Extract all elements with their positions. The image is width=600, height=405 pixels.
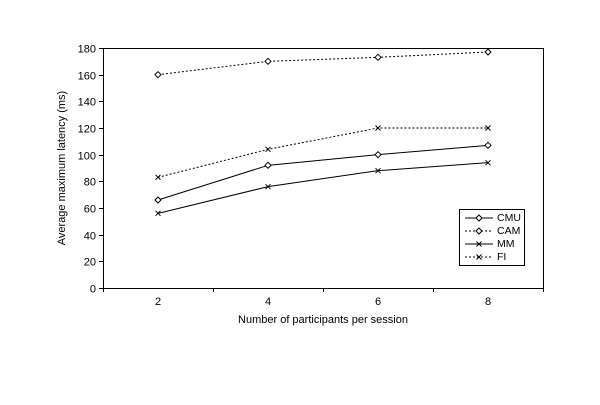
legend-item-MM: MM bbox=[464, 238, 524, 250]
diamond-marker bbox=[475, 227, 483, 235]
diamond-marker bbox=[154, 196, 162, 204]
series-CAM bbox=[154, 48, 492, 79]
y-tick-label-160: 160 bbox=[78, 71, 96, 83]
series-line-MM bbox=[157, 162, 489, 214]
x-axis-title: Number of participants per session bbox=[238, 314, 408, 326]
x-marker bbox=[265, 146, 271, 153]
y-tick-label-140: 140 bbox=[78, 97, 96, 109]
diamond-marker bbox=[374, 53, 382, 62]
diamond-marker bbox=[484, 141, 492, 150]
x-tick-label-8: 8 bbox=[485, 296, 491, 308]
series-line-CMU bbox=[157, 144, 489, 201]
legend-item-FI: FI bbox=[464, 251, 524, 263]
x-marker bbox=[375, 167, 381, 174]
chart-legend: CMU CAM MM FI bbox=[459, 209, 525, 266]
x-tick-label-4: 4 bbox=[265, 296, 271, 308]
x-marker bbox=[375, 125, 381, 131]
x-marker bbox=[485, 159, 491, 166]
legend-sample-FI bbox=[465, 253, 493, 260]
legend-sample-MM bbox=[465, 241, 493, 247]
y-tick-label-180: 180 bbox=[78, 44, 96, 56]
legend-label: CMU bbox=[497, 212, 521, 225]
x-marker bbox=[476, 253, 482, 260]
x-tick-label-2: 2 bbox=[155, 296, 161, 308]
legend-sample-CMU bbox=[465, 214, 493, 223]
y-tick-label-0: 0 bbox=[90, 284, 96, 296]
x-tick-label-6: 6 bbox=[375, 296, 381, 308]
y-tick-label-60: 60 bbox=[84, 204, 96, 216]
series-line-FI bbox=[157, 127, 488, 178]
legend-item-CMU: CMU bbox=[464, 212, 524, 224]
x-marker bbox=[476, 241, 482, 247]
diamond-marker bbox=[475, 214, 483, 223]
legend-sample-CAM bbox=[465, 227, 493, 235]
series-CMU bbox=[154, 141, 492, 204]
y-tick-label-100: 100 bbox=[78, 151, 96, 163]
diamond-marker bbox=[484, 48, 492, 56]
y-axis-title: Average maximum latency (ms) bbox=[56, 90, 68, 246]
y-tick-label-80: 80 bbox=[84, 177, 96, 189]
series-FI bbox=[155, 125, 491, 181]
diamond-marker bbox=[154, 70, 162, 79]
x-marker bbox=[155, 174, 161, 181]
legend-label: FI bbox=[497, 250, 507, 263]
legend-label: MM bbox=[497, 237, 515, 250]
x-marker bbox=[485, 125, 491, 131]
y-tick-label-120: 120 bbox=[78, 124, 96, 136]
diamond-marker bbox=[374, 150, 382, 159]
x-marker bbox=[155, 210, 161, 217]
legend-label: CAM bbox=[497, 225, 521, 238]
diamond-marker bbox=[264, 57, 272, 66]
legend-item-CAM: CAM bbox=[464, 225, 524, 237]
x-marker bbox=[265, 183, 271, 190]
series-line-CAM bbox=[157, 51, 489, 76]
y-tick-label-40: 40 bbox=[84, 231, 96, 243]
y-tick-label-20: 20 bbox=[84, 257, 96, 269]
series-MM bbox=[155, 159, 491, 217]
diamond-marker bbox=[264, 161, 272, 170]
